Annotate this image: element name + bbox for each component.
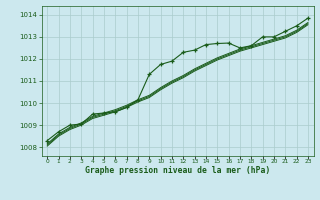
X-axis label: Graphe pression niveau de la mer (hPa): Graphe pression niveau de la mer (hPa) xyxy=(85,166,270,175)
